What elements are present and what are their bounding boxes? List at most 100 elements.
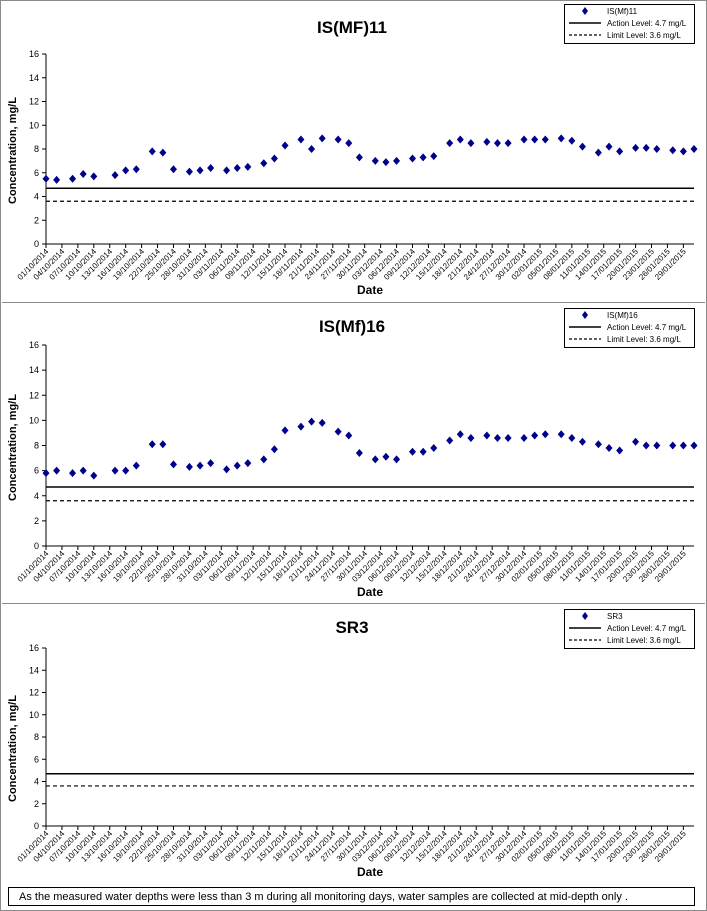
- legend-dashed-line-icon: [569, 338, 601, 340]
- data-point: [419, 153, 427, 162]
- legend-label: Limit Level: 3.6 mg/L: [607, 335, 681, 344]
- data-point: [132, 165, 140, 174]
- y-tick-label: 10: [29, 120, 39, 130]
- data-point: [111, 466, 119, 475]
- data-point: [446, 436, 454, 445]
- data-point: [493, 139, 501, 148]
- data-point: [355, 153, 363, 162]
- data-point: [355, 449, 363, 458]
- y-tick-label: 4: [34, 777, 39, 787]
- data-point: [642, 143, 650, 152]
- data-point: [148, 440, 156, 449]
- data-point: [79, 169, 87, 178]
- data-point: [233, 461, 241, 470]
- data-point: [653, 441, 661, 450]
- data-point: [122, 466, 130, 475]
- data-point: [578, 142, 586, 151]
- data-point: [345, 139, 353, 148]
- data-point: [605, 444, 613, 453]
- data-point: [318, 418, 326, 427]
- legend-item-action-level: Action Level: 4.7 mg/L: [565, 623, 694, 634]
- y-tick-label: 16: [29, 49, 39, 59]
- y-axis-label: Concentration, mg/L: [7, 394, 19, 501]
- data-point: [132, 461, 140, 470]
- data-point: [270, 154, 278, 163]
- data-point: [233, 164, 241, 172]
- data-point: [169, 165, 177, 174]
- legend-label: Limit Level: 3.6 mg/L: [607, 31, 681, 40]
- data-point: [53, 175, 61, 184]
- data-point: [371, 156, 379, 165]
- chart-legend: IS(Mf)11 Action Level: 4.7 mg/L Limit Le…: [564, 4, 695, 44]
- data-point: [281, 141, 289, 150]
- y-tick-label: 0: [34, 541, 39, 551]
- chart-title: SR3: [335, 618, 369, 637]
- data-point: [42, 174, 50, 183]
- y-tick-label: 10: [29, 415, 39, 425]
- y-tick-label: 6: [34, 466, 39, 476]
- legend-item-series: IS(Mf)16: [565, 310, 694, 321]
- data-point: [297, 422, 305, 431]
- legend-label: Action Level: 4.7 mg/L: [607, 19, 687, 28]
- legend-label: Action Level: 4.7 mg/L: [607, 323, 687, 332]
- data-point: [616, 147, 624, 156]
- data-point: [122, 166, 130, 175]
- data-point: [594, 440, 602, 449]
- y-tick-label: 8: [34, 144, 39, 154]
- data-point: [270, 445, 278, 454]
- data-point: [467, 433, 475, 442]
- data-point: [430, 444, 438, 453]
- data-point: [42, 469, 50, 478]
- data-point: [653, 145, 661, 153]
- legend-item-action-level: Action Level: 4.7 mg/L: [565, 18, 694, 29]
- x-axis-label: Date: [357, 585, 383, 599]
- y-tick-label: 4: [34, 491, 39, 501]
- y-tick-label: 2: [34, 799, 39, 809]
- y-axis-label: Concentration, mg/L: [7, 695, 19, 802]
- legend-dashed-line-icon: [569, 639, 601, 641]
- data-point: [430, 152, 438, 161]
- data-point: [568, 433, 576, 442]
- chart-panel-sr3: 0 2 4 6 8 10 12 14 16 01/10/2014 04/10/2014 07/10/2…: [2, 604, 705, 884]
- data-point: [382, 158, 390, 167]
- y-tick-label: 10: [29, 710, 39, 720]
- data-point: [90, 471, 98, 480]
- data-point: [557, 430, 565, 439]
- data-point: [393, 455, 401, 464]
- data-point: [148, 147, 156, 156]
- y-tick-label: 2: [34, 215, 39, 225]
- data-point: [382, 452, 390, 461]
- data-point: [504, 139, 512, 148]
- chart-sr3: 024681012141601/10/201404/10/201407/10/2…: [16, 643, 694, 879]
- data-point: [111, 171, 119, 180]
- data-point: [260, 159, 268, 168]
- y-tick-label: 12: [29, 97, 39, 107]
- chart-panel-ismf11: 0 2 4 6 8 10 12 14 16 01/10/2014 04/10/2014 07/10/2…: [2, 2, 705, 303]
- legend-label: SR3: [607, 612, 623, 621]
- data-point: [334, 135, 342, 144]
- legend-dashed-line-icon: [569, 34, 601, 36]
- data-point: [483, 137, 491, 146]
- data-point: [159, 440, 167, 449]
- legend-diamond-icon: [582, 7, 588, 15]
- chart-panel-ismf16: 0 2 4 6 8 10 12 14 16 01/10/2014 04/10/2014 07/10/2…: [2, 303, 705, 604]
- chart-legend: SR3 Action Level: 4.7 mg/L Limit Level: …: [564, 609, 695, 649]
- data-point: [690, 145, 698, 153]
- data-point: [169, 460, 177, 469]
- data-point: [642, 441, 650, 450]
- data-point: [318, 134, 326, 143]
- data-point: [669, 146, 677, 155]
- data-point: [223, 465, 231, 474]
- data-point: [260, 455, 268, 464]
- y-tick-label: 16: [29, 340, 39, 350]
- y-tick-label: 12: [29, 688, 39, 698]
- y-tick-label: 6: [34, 168, 39, 178]
- y-tick-label: 16: [29, 643, 39, 653]
- data-point: [493, 433, 501, 442]
- y-tick-label: 14: [29, 73, 39, 83]
- data-point: [371, 455, 379, 464]
- y-axis-label: Concentration, mg/L: [7, 97, 19, 204]
- chart-ismf16: 024681012141601/10/201404/10/201407/10/2…: [16, 340, 698, 599]
- chart-legend: IS(Mf)16 Action Level: 4.7 mg/L Limit Le…: [564, 308, 695, 348]
- y-tick-label: 14: [29, 665, 39, 675]
